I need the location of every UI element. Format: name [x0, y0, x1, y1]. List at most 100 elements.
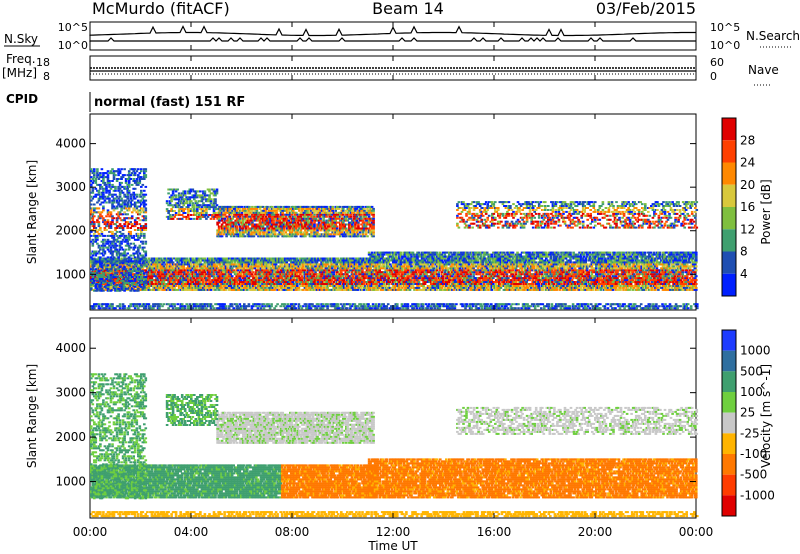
echo-cell — [208, 277, 211, 279]
echo-cell — [275, 263, 278, 265]
echo-cell — [302, 289, 305, 291]
echo-cell — [258, 283, 261, 285]
echo-cell — [232, 269, 235, 271]
echo-cell — [204, 265, 207, 267]
echo-cell — [231, 277, 234, 279]
echo-cell — [163, 281, 166, 283]
echo-cell — [154, 271, 157, 273]
echo-cell — [292, 281, 295, 283]
freq-unit-label: [MHz] — [2, 66, 37, 80]
echo-cell — [196, 261, 199, 263]
echo-cell — [161, 263, 164, 265]
echo-cell — [181, 261, 184, 263]
nave-tick-bottom: 0 — [710, 70, 717, 83]
power-data — [90, 168, 699, 309]
echo-cell — [187, 281, 190, 283]
echo-cell — [308, 271, 311, 273]
nsearch-tick-bottom: 10^0 — [710, 39, 740, 52]
echo-cell — [276, 269, 279, 271]
echo-cell — [190, 263, 193, 265]
echo-cell — [169, 289, 172, 291]
echo-cell — [326, 263, 329, 265]
echo-cell — [311, 271, 314, 273]
freq-tick-top: 18 — [36, 56, 50, 69]
echo-cell — [229, 265, 232, 267]
echo-cell — [146, 260, 149, 262]
echo-cell — [164, 271, 167, 273]
echo-cell — [298, 287, 301, 289]
echo-cell — [235, 281, 238, 283]
echo-cell — [307, 265, 310, 267]
nsky-label: N.Sky — [4, 32, 38, 46]
echo-cell — [151, 281, 154, 283]
echo-cell — [320, 267, 323, 269]
echo-cell — [311, 261, 314, 263]
echo-cell — [158, 261, 161, 263]
echo-cell — [234, 261, 237, 263]
echo-cell — [302, 265, 305, 267]
echo-cell — [255, 275, 258, 277]
echo-cell — [173, 281, 176, 283]
echo-cell — [240, 273, 243, 275]
echo-cell — [195, 271, 198, 273]
echo-cell — [169, 263, 172, 265]
echo-cell — [192, 281, 195, 283]
echo-cell — [251, 273, 254, 275]
echo-cell — [325, 265, 328, 267]
freq-label: Freq. — [6, 52, 36, 66]
echo-cell — [276, 287, 279, 289]
echo-cell — [249, 287, 252, 289]
echo-cell — [176, 275, 179, 277]
echo-cell — [220, 281, 223, 283]
echo-cell — [163, 265, 166, 267]
echo-cell — [282, 271, 285, 273]
echo-cell — [260, 277, 263, 279]
echo-cell — [243, 267, 246, 269]
echo-cell — [263, 281, 266, 283]
echo-cell — [157, 279, 160, 281]
echo-cell — [299, 273, 302, 275]
echo-cell — [320, 279, 323, 281]
echo-cell — [190, 269, 193, 271]
echo-cell — [204, 275, 207, 277]
echo-cell — [158, 289, 161, 291]
echo-cell — [189, 275, 192, 277]
echo-cell — [281, 263, 284, 265]
plot-date-title: 03/Feb/2015 — [596, 0, 696, 18]
echo-cell — [237, 269, 240, 271]
echo-cell — [296, 258, 299, 260]
echo-cell — [160, 258, 163, 260]
echo-cell — [322, 261, 325, 263]
echo-cell — [214, 289, 217, 291]
echo-cell — [316, 261, 319, 263]
echo-cell — [298, 275, 301, 277]
echo-cell — [213, 273, 216, 275]
echo-cell — [301, 279, 304, 281]
plot-site-title: McMurdo (fitACF) — [92, 0, 230, 18]
echo-cell — [226, 260, 229, 262]
echo-cell — [172, 265, 175, 267]
nsearch-label: N.Search — [746, 29, 800, 43]
nsky-traces — [90, 27, 696, 43]
echo-cell — [196, 267, 199, 269]
echo-cell — [172, 261, 175, 263]
echo-cell — [267, 263, 270, 265]
echo-cell — [120, 258, 123, 260]
echo-cell — [196, 265, 199, 267]
echo-cell — [198, 260, 201, 262]
echo-cell — [210, 289, 213, 291]
echo-cell — [173, 287, 176, 289]
echo-cell — [290, 260, 293, 262]
echo-cell — [182, 267, 185, 269]
echo-cell — [272, 281, 275, 283]
echo-cell — [219, 263, 222, 265]
echo-cell — [248, 263, 251, 265]
plot-beam-title: Beam 14 — [372, 0, 444, 18]
echo-cell — [231, 267, 234, 269]
echo-cell — [213, 261, 216, 263]
echo-cell — [296, 285, 299, 287]
echo-cell — [204, 258, 207, 260]
echo-cell — [226, 265, 229, 267]
echo-cell — [213, 287, 216, 289]
nsky-tick-top: 10^5 — [58, 21, 88, 34]
